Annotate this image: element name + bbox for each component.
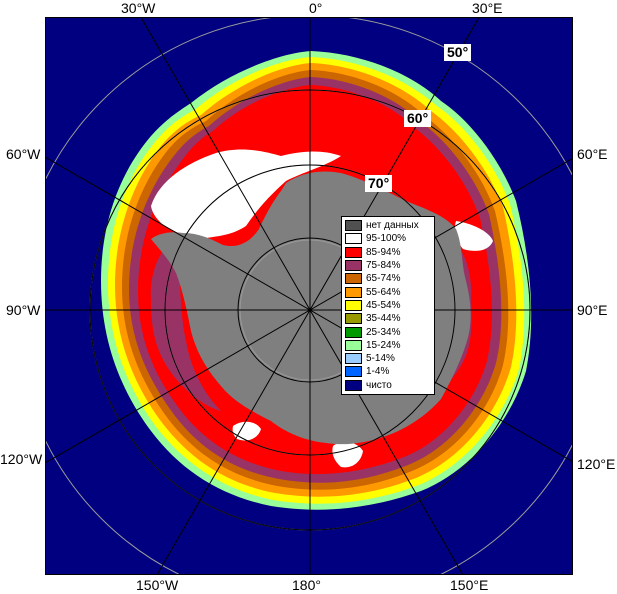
legend-swatch [345,353,362,365]
legend-item: 25-34% [345,325,431,338]
legend-swatch [345,313,362,325]
legend-label: 45-54% [366,299,401,311]
legend-label: 55-64% [366,286,401,298]
legend-swatch [345,220,362,232]
label-120w: 120°W [0,451,43,467]
label-0-top: 0° [309,0,323,16]
legend-item: 75-84% [345,259,431,272]
map-canvas [46,18,572,574]
legend-item: 1-4% [345,365,431,378]
legend-swatch [345,366,362,378]
legend-label: 15-24% [366,339,401,351]
label-30e-top: 30°E [472,0,503,16]
legend-swatch [345,326,362,338]
concentration-legend: нет данных 95-100% 85-94% 75-84% 65-74% 55-64… [341,216,435,395]
legend-item: 15-24% [345,339,431,352]
legend-item: 95-100% [345,232,431,245]
sea-ice-map [45,17,573,575]
label-60e: 60°E [577,146,608,162]
label-lat-70: 70° [365,175,393,192]
legend-label: 75-84% [366,260,401,272]
legend-item: 55-64% [345,285,431,298]
label-150e: 150°E [450,577,489,593]
legend-item: 85-94% [345,246,431,259]
label-30w-top: 30°W [121,0,156,16]
legend-label: 5-14% [366,353,395,365]
ice-patch-95-100-east [454,221,493,251]
label-150w: 150°W [136,577,179,593]
ice-patch-95-100-amundsen [232,421,261,441]
legend-swatch [345,379,362,391]
legend-swatch [345,299,362,311]
label-lat-60: 60° [404,110,432,127]
legend-swatch [345,273,362,285]
legend-item: 5-14% [345,352,431,365]
legend-item: 45-54% [345,299,431,312]
label-90w: 90°W [6,302,41,318]
legend-item: 65-74% [345,272,431,285]
legend-label: 1-4% [366,366,390,378]
legend-label: чисто [366,379,392,391]
legend-label: нет данных [366,220,419,232]
label-180: 180° [292,577,321,593]
legend-swatch [345,246,362,258]
label-120e: 120°E [577,456,616,472]
label-90e: 90°E [577,302,608,318]
legend-swatch [345,260,362,272]
ice-patch-75-84-west [150,241,221,411]
legend-swatch [345,339,362,351]
legend-label: 65-74% [366,273,401,285]
legend-label: 95-100% [366,233,407,245]
legend-item: нет данных [345,219,431,232]
label-60w: 60°W [6,146,41,162]
legend-item: чисто [345,379,431,392]
legend-item: 35-44% [345,312,431,325]
legend-swatch [345,286,362,298]
legend-label: 85-94% [366,246,401,258]
legend-label: 25-34% [366,326,401,338]
label-lat-50: 50° [444,44,472,61]
legend-label: 35-44% [366,313,401,325]
meridian-lines [46,18,572,574]
legend-swatch [345,233,362,245]
